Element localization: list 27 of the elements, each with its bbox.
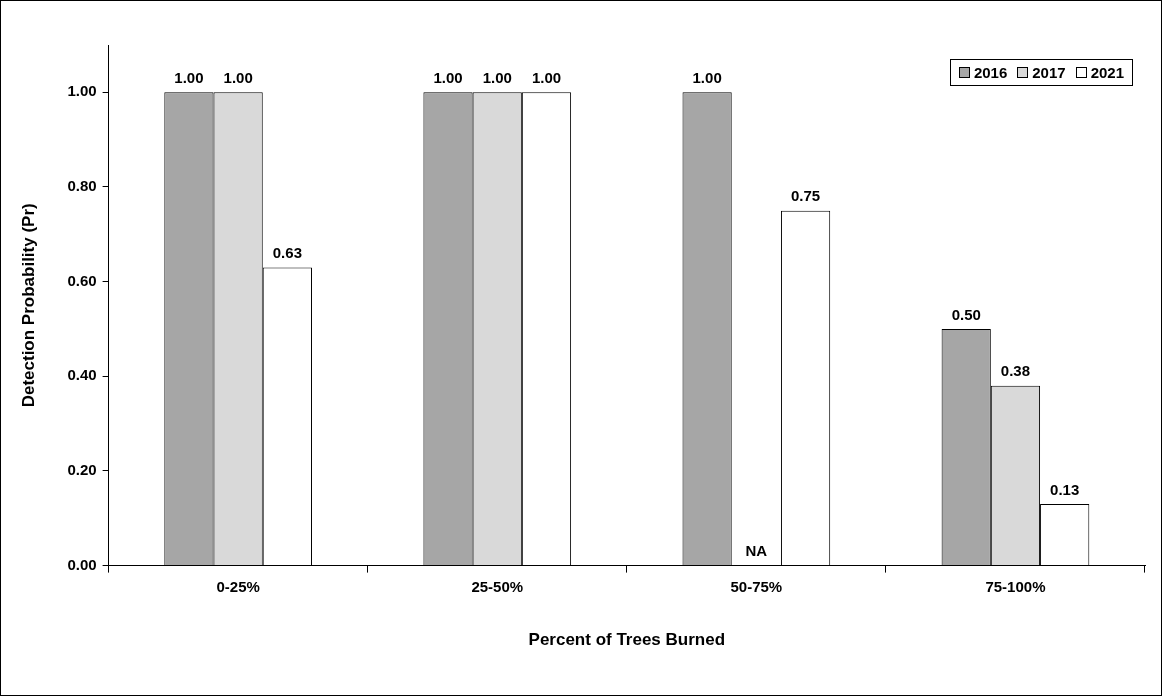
y-tick-label: 0.60 [67, 271, 97, 289]
text: NA [745, 542, 768, 560]
data-label: 0.38 [1000, 362, 1031, 380]
x-tick-label: 50-75% [730, 577, 783, 595]
data-label: 1.00 [223, 68, 253, 86]
data-label: 1.00 [531, 68, 562, 86]
data-label: 1.00 [482, 68, 512, 86]
data-label: 0.75 [790, 187, 821, 205]
y-tick-label: 0.00 [67, 555, 97, 573]
x-axis-title: Percent of Trees Burned [528, 630, 726, 650]
y-axis-title: Detection Probability (Pr) [18, 203, 38, 408]
data-label: 1.00 [174, 68, 204, 86]
y-tick-label: 0.80 [67, 177, 97, 195]
legend-label: 2017 [1032, 64, 1066, 81]
y-tick-label: 0.40 [67, 366, 97, 384]
legend-label: 2016 [973, 64, 1008, 81]
y-tick-label: 1.00 [67, 82, 97, 100]
data-label: 0.50 [951, 305, 981, 323]
text: 2021 [1090, 64, 1124, 81]
y-tick-label: 0.20 [67, 461, 97, 479]
data-label: 0.13 [1050, 480, 1080, 498]
x-tick-label: 75-100% [985, 577, 1046, 595]
x-tick-label: 0-25% [216, 577, 260, 595]
data-label: 1.00 [692, 68, 722, 86]
data-label: 0.63 [272, 244, 302, 262]
data-label: 1.00 [433, 68, 463, 86]
x-tick-label: 25-50% [471, 577, 524, 595]
